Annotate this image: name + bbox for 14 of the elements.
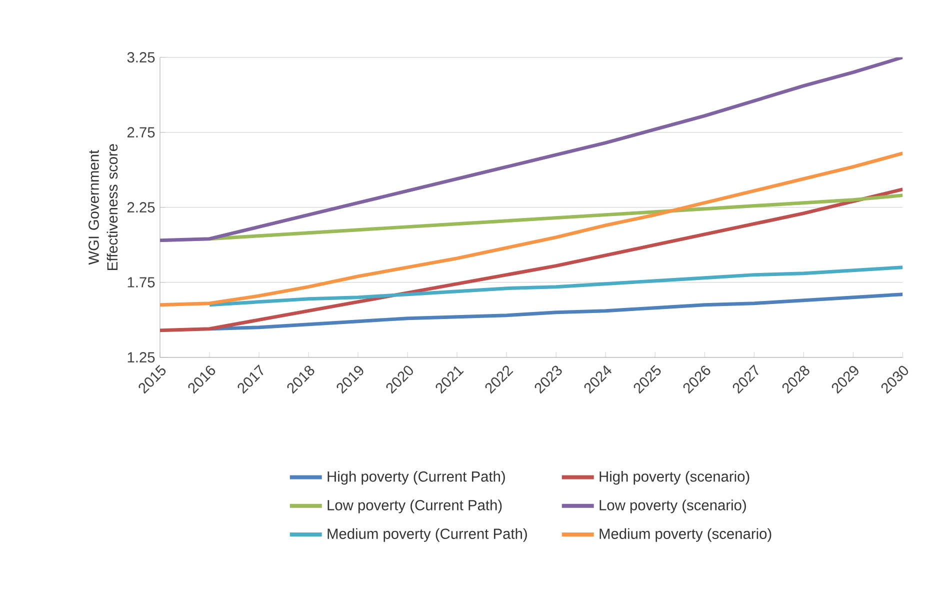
legend-label: High poverty (scenario): [600, 470, 750, 485]
y-tick-label: 2.75: [127, 127, 155, 138]
legend-label: Low poverty (Current Path): [328, 500, 502, 514]
legend-label: Medium poverty (Current Path): [328, 528, 527, 542]
line-series: [160, 152, 903, 307]
y-tick-label: 1.25: [128, 352, 155, 363]
legend-label: High poverty (Current Path): [328, 470, 505, 485]
y-tick-label: 2.25: [127, 202, 155, 213]
y-tick-label: 3.25: [127, 52, 155, 63]
y-axis-title: WGI Government Effectiveness score: [88, 144, 118, 270]
legend-label: Low poverty (scenario): [600, 500, 746, 514]
line-series: [160, 188, 903, 332]
legend-label: Medium poverty (scenario): [600, 528, 772, 542]
y-tick-label: 1.75: [128, 277, 155, 288]
